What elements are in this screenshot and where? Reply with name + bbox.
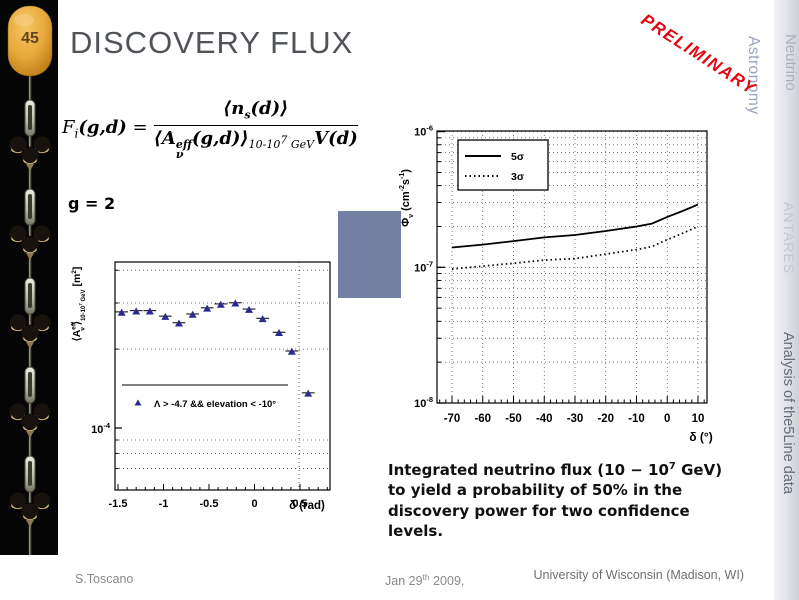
svg-text:δ (°): δ (°) (689, 430, 712, 444)
flux-formula: Fi(g,d) = ⟨ns(d)⟩ ⟨A eff ν (g,d)⟩10-107 GeV… (62, 98, 358, 160)
svg-text:-10: -10 (628, 413, 645, 425)
svg-text:-30: -30 (567, 413, 584, 425)
slide-number: 45 (21, 30, 39, 47)
effective-area-plot: -1.5 -1 -0.5 0 0.5 10-4 δ (rad) ⟨Aeff ν⟩10-107 G… (71, 261, 331, 512)
formula-fraction: ⟨ns(d)⟩ ⟨A eff ν (g,d)⟩10-107 GeVV(d) (153, 98, 358, 160)
svg-text:-0.5: -0.5 (200, 498, 219, 510)
footer-date: Jan 29th 2009, (385, 572, 465, 589)
footer-affiliation: University of Wisconsin (Madison, WI) (533, 568, 744, 582)
svg-text:-1.5: -1.5 (109, 498, 128, 510)
sidebar-strip (774, 0, 799, 600)
sidebar-text-analysis: Analysis of the5Line data (780, 332, 796, 495)
svg-text:3σ: 3σ (511, 171, 524, 183)
svg-text:-60: -60 (474, 413, 491, 425)
svg-text:δ (rad): δ (rad) (289, 500, 325, 512)
formula-denominator: ⟨A eff ν (g,d)⟩10-107 GeVV(d) (153, 124, 358, 160)
footer-author: S.Toscano (75, 572, 134, 586)
svg-text:-40: -40 (536, 413, 553, 425)
formula-numerator: ⟨ns(d)⟩ (223, 98, 289, 122)
formula-lhs: Fi(g,d) = (62, 116, 148, 141)
svg-text:10-4: 10-4 (91, 421, 111, 436)
sidebar-text-neutrino: Neutrino (782, 34, 799, 91)
svg-text:0.5: 0.5 (292, 498, 307, 510)
preliminary-stamp: PRELIMINARY (637, 10, 760, 99)
svg-text:10: 10 (692, 413, 705, 425)
svg-text:5σ: 5σ (511, 151, 524, 163)
sidebar-text-astronomy: Astronomy (745, 36, 762, 115)
svg-text:-1: -1 (159, 498, 169, 510)
svg-text:-50: -50 (505, 413, 522, 425)
svg-text:Λ > -4.7 && elevation < -10°: Λ > -4.7 && elevation < -10° (154, 399, 276, 410)
blue-overlay-box (338, 211, 401, 298)
svg-text:10-7: 10-7 (414, 259, 433, 274)
page-title: DISCOVERY FLUX (70, 25, 354, 60)
svg-text:Φν (cm-2s-1): Φν (cm-2s-1) (399, 169, 415, 227)
svg-text:-70: -70 (444, 413, 461, 425)
svg-text:-20: -20 (597, 413, 614, 425)
sidebar-text-antares: ANTARES (781, 202, 797, 275)
caption-text: Integrated neutrino flux (10 − 107 GeV) … (388, 461, 723, 540)
detector-line-graphic: 45 (0, 0, 58, 555)
svg-text:10-6: 10-6 (414, 124, 433, 139)
g-parameter-label: g = 2 (68, 194, 116, 213)
svg-text:0: 0 (664, 413, 670, 425)
svg-text:0: 0 (251, 498, 257, 510)
svg-text:10-8: 10-8 (414, 395, 433, 410)
discovery-flux-plot: -70 -60 -50 -40 -30 -20 -10 0 10 10-6 10-7 10-8 δ (°… (399, 124, 713, 444)
